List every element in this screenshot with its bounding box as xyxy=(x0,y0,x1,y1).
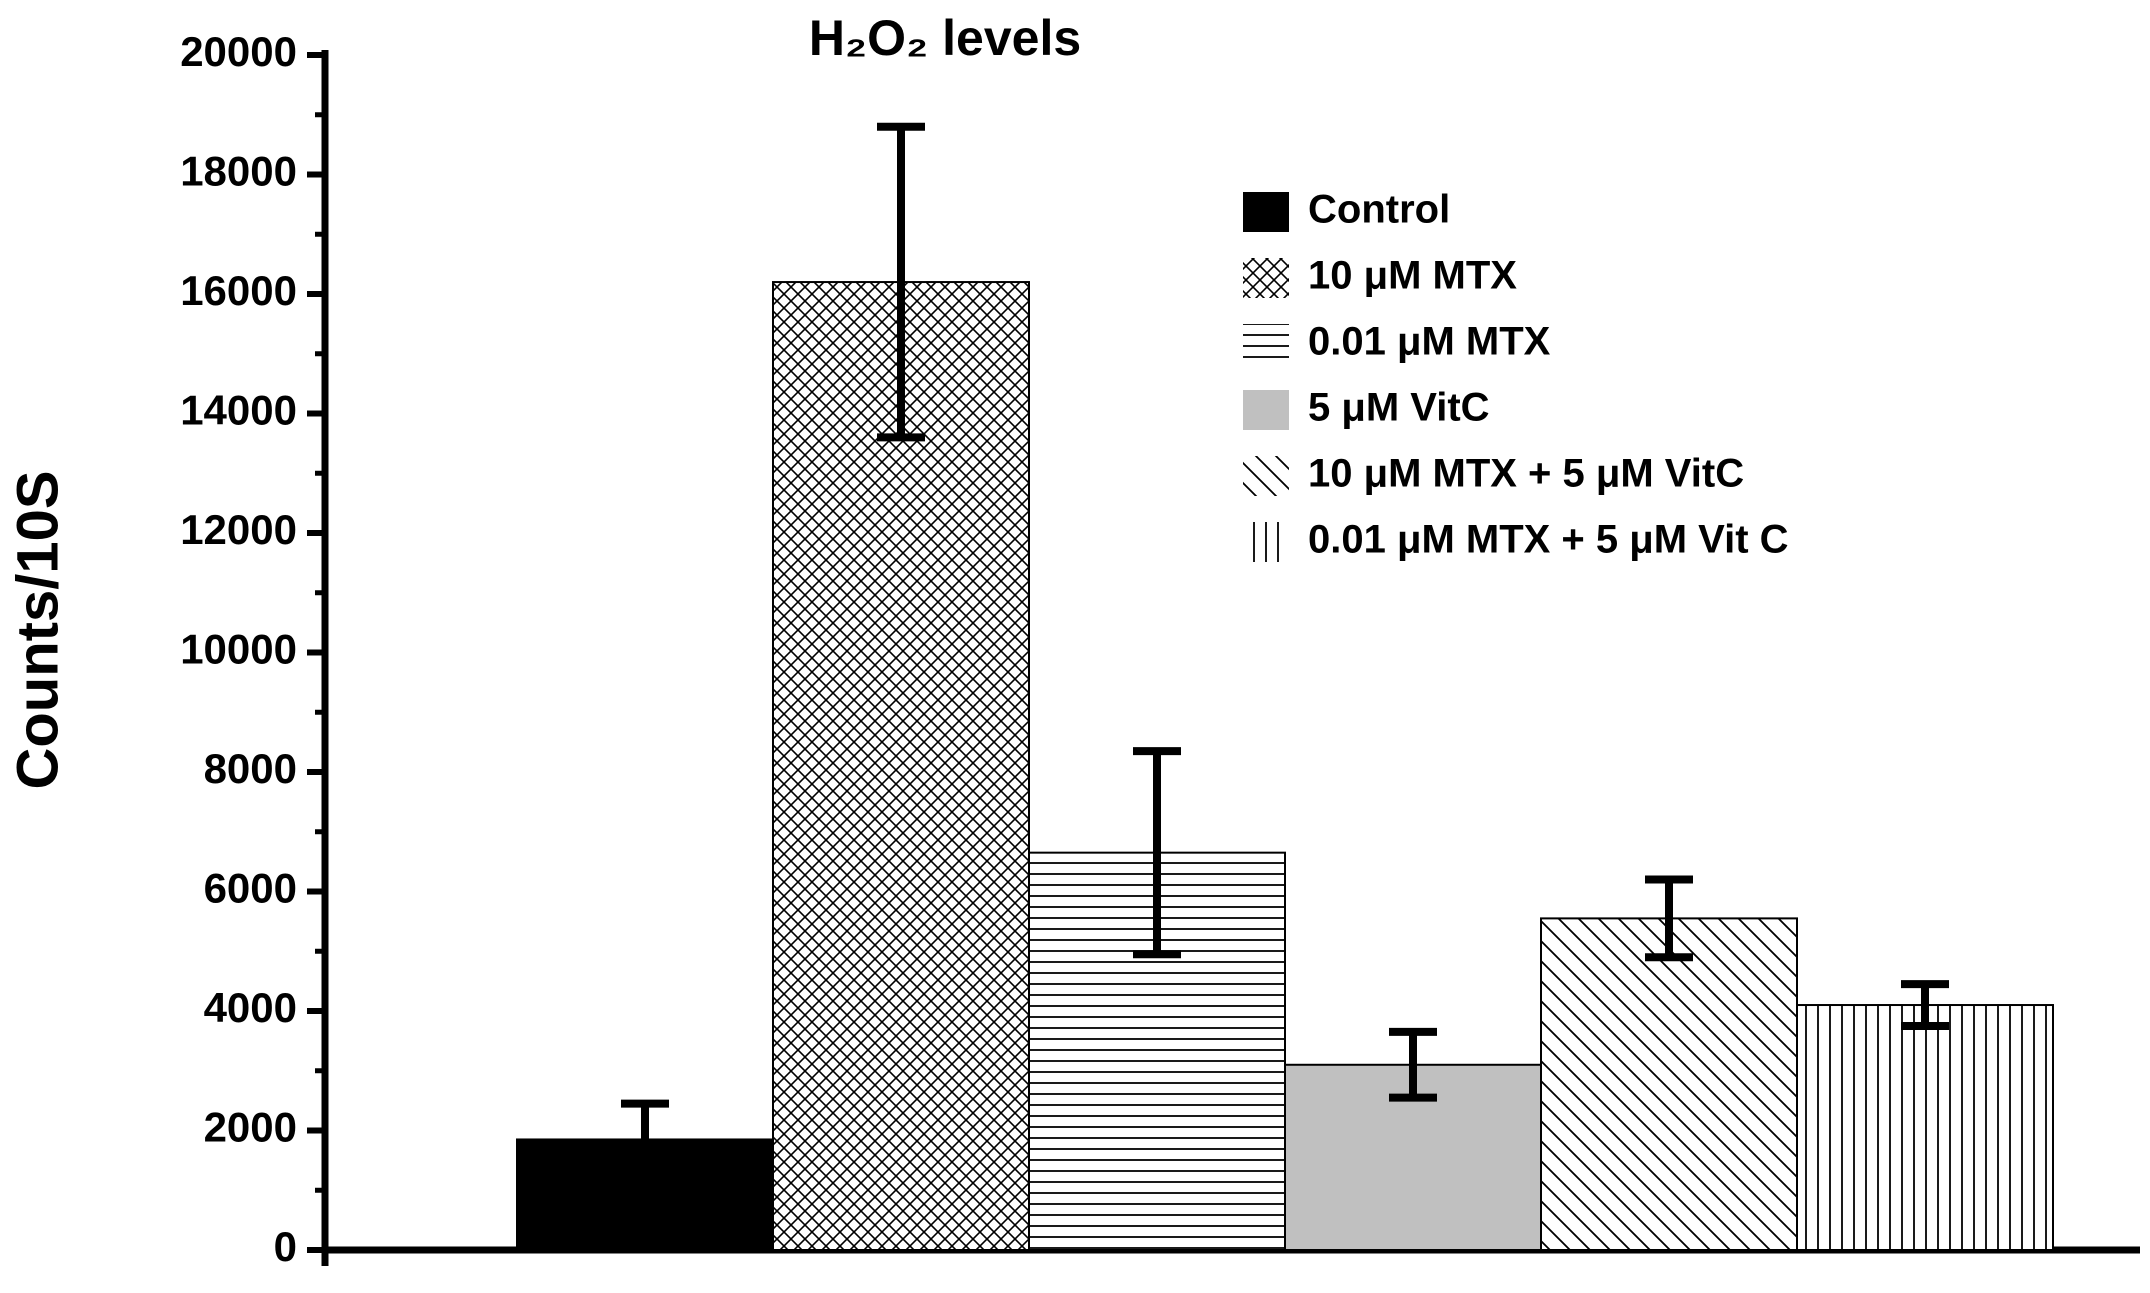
y-axis-label: Counts/10S xyxy=(5,470,70,789)
bar xyxy=(1796,1004,2054,1252)
error-bar xyxy=(1133,747,1181,959)
legend-swatch xyxy=(1243,522,1289,562)
y-tick-label: 12000 xyxy=(180,506,297,553)
chart-title: H₂O₂ levels xyxy=(809,10,1081,66)
legend-label: 0.01 μM MTX xyxy=(1308,320,1551,364)
legend-swatch xyxy=(1243,390,1289,430)
error-bar xyxy=(1901,980,1949,1030)
legend-label: 10 μM MTX xyxy=(1308,254,1517,298)
legend-swatch xyxy=(1243,192,1289,232)
legend-swatch xyxy=(1243,456,1289,496)
legend-label: Control xyxy=(1308,188,1450,232)
error-bar xyxy=(1389,1027,1437,1102)
y-tick-label: 18000 xyxy=(180,148,297,195)
y-tick-label: 2000 xyxy=(204,1104,297,1151)
y-tick-label: 6000 xyxy=(204,865,297,912)
error-bar xyxy=(621,1099,669,1180)
legend-swatch xyxy=(1243,324,1289,364)
legend-label: 5 μM VitC xyxy=(1308,386,1490,430)
y-tick-label: 8000 xyxy=(204,745,297,792)
bar xyxy=(1540,917,1798,1251)
legend-label: 0.01 μM MTX + 5 μM Vit C xyxy=(1308,518,1789,562)
y-tick-label: 16000 xyxy=(180,267,297,314)
y-tick-label: 4000 xyxy=(204,984,297,1031)
legend-swatch xyxy=(1243,258,1289,298)
y-tick-label: 0 xyxy=(274,1223,297,1270)
y-tick-label: 14000 xyxy=(180,387,297,434)
y-tick-label: 10000 xyxy=(180,626,297,673)
bar xyxy=(772,281,1030,1251)
y-tick-label: 20000 xyxy=(180,28,297,75)
error-bar xyxy=(877,122,925,442)
error-bar xyxy=(1645,875,1693,962)
legend-label: 10 μM MTX + 5 μM VitC xyxy=(1308,452,1744,496)
